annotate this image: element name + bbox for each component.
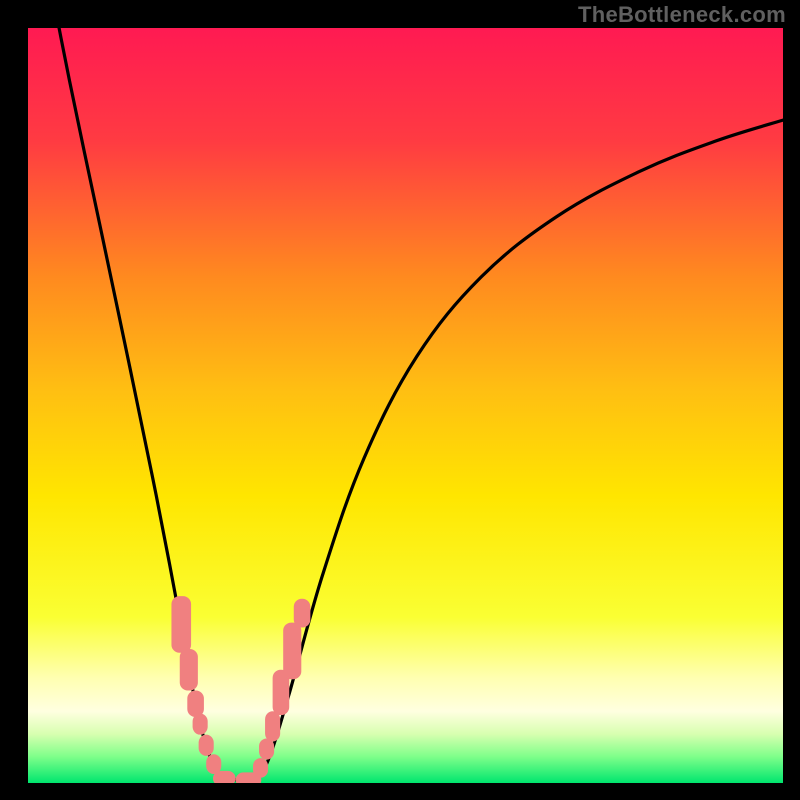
data-marker	[199, 735, 214, 756]
data-marker	[206, 754, 221, 774]
data-marker	[171, 596, 191, 653]
data-marker	[259, 738, 274, 759]
data-marker	[294, 599, 311, 628]
data-marker	[180, 649, 198, 691]
data-marker	[265, 711, 280, 741]
data-marker	[283, 623, 301, 680]
data-marker	[213, 771, 236, 783]
curve-segment	[255, 120, 784, 781]
bottleneck-curve	[28, 28, 783, 783]
plot-area	[28, 28, 783, 783]
watermark-text: TheBottleneck.com	[578, 2, 786, 28]
data-marker	[187, 691, 204, 717]
data-marker	[253, 758, 268, 778]
data-marker	[193, 714, 208, 735]
